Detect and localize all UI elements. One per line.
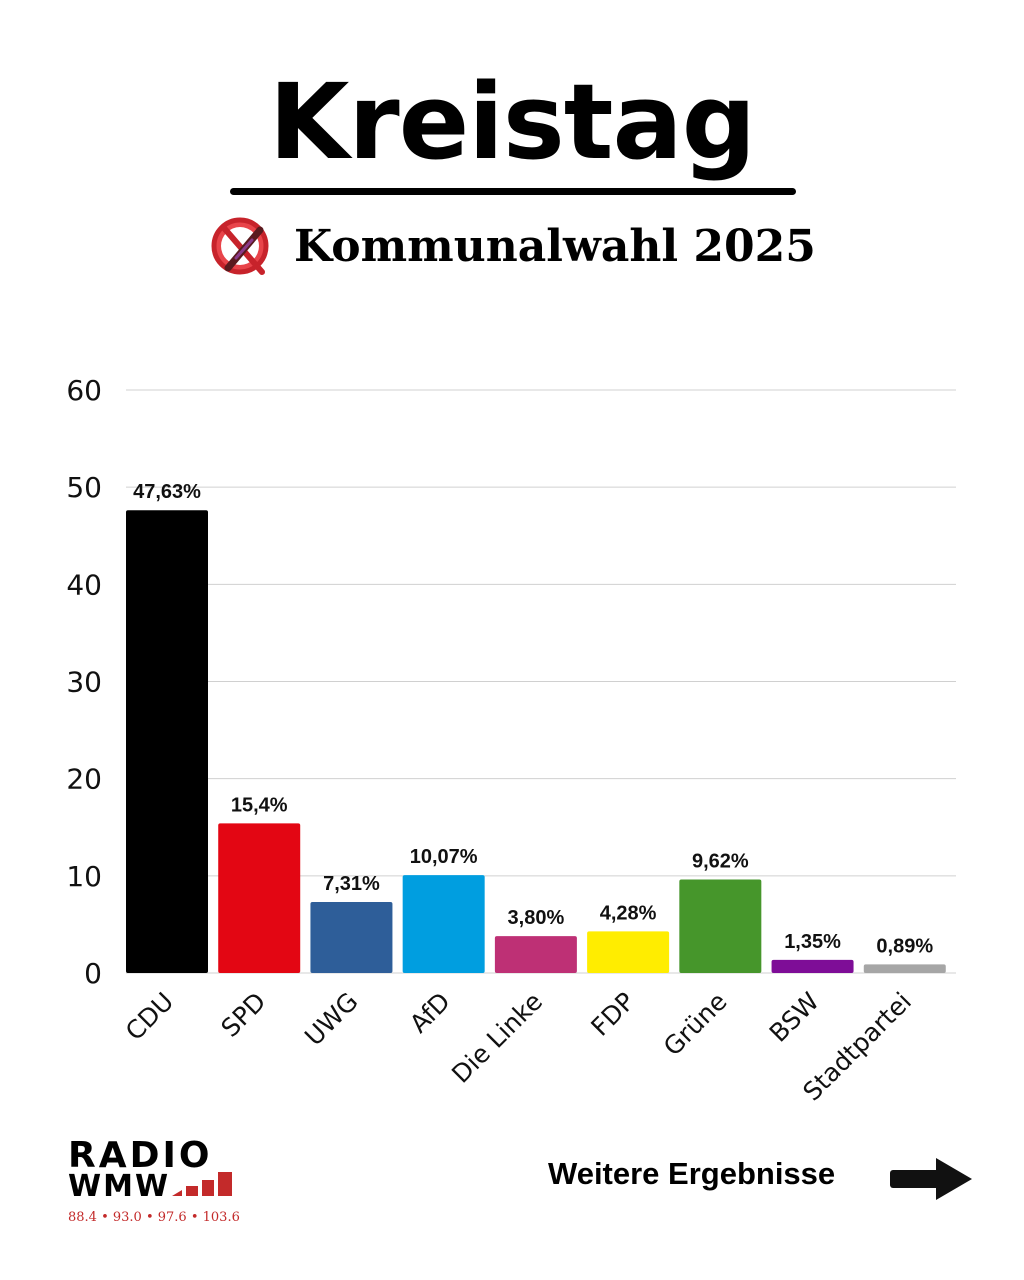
data-label: 47,63%: [133, 481, 201, 503]
arrow-right-icon[interactable]: [888, 1156, 974, 1202]
bar: [587, 931, 670, 973]
bar: [218, 823, 301, 973]
y-tick-label: 30: [66, 666, 102, 699]
y-tick-label: 0: [84, 957, 102, 990]
bar: [126, 510, 208, 973]
bar: [771, 959, 854, 973]
x-tick-label: Die Linke: [446, 987, 548, 1089]
x-tick-label: BSW: [764, 987, 825, 1048]
logo-wmw-text: WMW: [68, 1169, 171, 1204]
bar: [679, 879, 762, 973]
y-tick-label: 60: [66, 374, 102, 407]
x-tick-label: SPD: [215, 987, 271, 1043]
bar: [310, 901, 393, 973]
y-tick-label: 20: [66, 763, 102, 796]
x-tick-label: FDP: [585, 987, 640, 1042]
x-tick-label: CDU: [120, 987, 179, 1046]
y-tick-label: 40: [66, 568, 102, 601]
logo-frequencies: 88.4 • 93.0 • 97.6 • 103.6: [68, 1210, 240, 1225]
more-results-link[interactable]: Weitere Ergebnisse: [548, 1156, 836, 1191]
y-tick-label: 50: [66, 471, 102, 504]
logo-radio-text: RADIO: [68, 1135, 213, 1176]
data-label: 4,28%: [600, 902, 657, 924]
radio-wmw-logo: RADIO WMW 88.4 • 93.0 • 97.6 • 103.6: [68, 1138, 268, 1238]
data-label: 7,31%: [323, 873, 380, 895]
x-tick-label: Grüne: [658, 987, 733, 1062]
data-label: 1,35%: [784, 931, 841, 953]
y-tick-label: 10: [66, 860, 102, 893]
bar: [863, 964, 946, 973]
data-label: 9,62%: [692, 851, 749, 873]
data-label: 3,80%: [508, 907, 565, 929]
bar: [494, 936, 577, 973]
data-label: 15,4%: [231, 794, 288, 816]
ballot-x-icon: [211, 217, 269, 275]
bar: [402, 875, 485, 973]
subtitle-row: Kommunalwahl 2025: [206, 210, 816, 282]
data-label: 0,89%: [876, 935, 933, 957]
data-label: 10,07%: [410, 846, 478, 868]
bar-chart: 0 10 20 30 40 50 60 47,63% CDU 15,4% SPD 7,31% UWG 10…: [66, 374, 956, 1106]
x-tick-label: UWG: [299, 987, 364, 1052]
subtitle: Kommunalwahl 2025: [294, 220, 816, 272]
title-underline: [230, 188, 796, 195]
page-title: Kreistag: [268, 61, 756, 183]
logo-signal-bars-icon: [172, 1172, 232, 1196]
x-tick-label: AfD: [404, 987, 456, 1039]
